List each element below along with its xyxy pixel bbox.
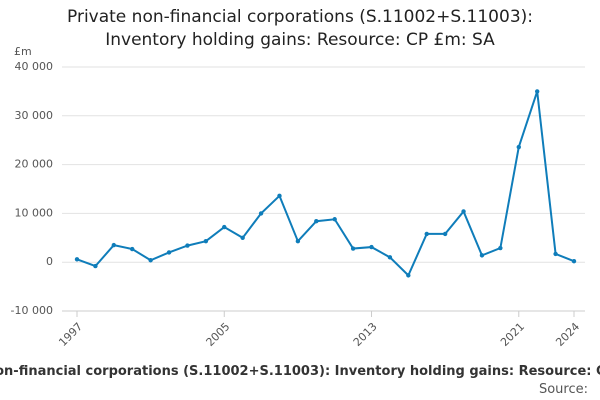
data-point — [203, 239, 209, 244]
data-point — [350, 246, 356, 251]
source: Source: — [538, 382, 588, 397]
data-point — [93, 263, 98, 269]
data-point — [424, 231, 429, 237]
y-axis-label: £m — [14, 45, 32, 58]
data-point — [240, 235, 245, 240]
data-point — [369, 244, 374, 250]
data-point — [314, 219, 319, 224]
data-point — [406, 273, 411, 278]
y-tick-label: 20 000 — [15, 158, 54, 171]
data-point — [498, 245, 503, 251]
y-tick-label: -10 000 — [11, 304, 53, 317]
data-point — [461, 209, 466, 214]
x-tick-label: 2021 — [498, 320, 527, 349]
data-point — [332, 217, 337, 222]
x-tick-label: 2005 — [204, 320, 233, 349]
x-tick-label: 1997 — [56, 320, 85, 349]
data-point — [571, 259, 577, 264]
data-point — [130, 246, 135, 252]
series-line — [76, 91, 575, 278]
y-tick-label: 40 000 — [15, 60, 54, 73]
data-point — [258, 211, 264, 216]
data-point — [166, 250, 172, 255]
y-tick-label: 0 — [46, 255, 53, 268]
y-tick-label: 30 000 — [15, 109, 54, 122]
y-tick-label: 10 000 — [15, 206, 54, 219]
data-point — [111, 242, 117, 248]
data-point — [185, 243, 190, 248]
data-point — [534, 89, 540, 94]
data-point — [442, 231, 448, 237]
data-point — [295, 239, 301, 244]
data-point — [148, 258, 153, 263]
data-point — [553, 251, 558, 257]
data-point — [516, 144, 521, 150]
data-point — [277, 193, 282, 199]
x-tick-label: 2024 — [553, 320, 582, 349]
data-point — [387, 255, 393, 260]
chart-title: Private non-financial corporations (S.11… — [67, 7, 533, 50]
data-point — [74, 257, 80, 262]
footer-text: Private non-financial corporations (S.11… — [0, 364, 600, 379]
data-point — [479, 253, 485, 258]
footer: Private non-financial corporations (S.11… — [0, 364, 600, 379]
x-tick-label: 2013 — [351, 320, 380, 349]
data-point — [222, 224, 227, 230]
